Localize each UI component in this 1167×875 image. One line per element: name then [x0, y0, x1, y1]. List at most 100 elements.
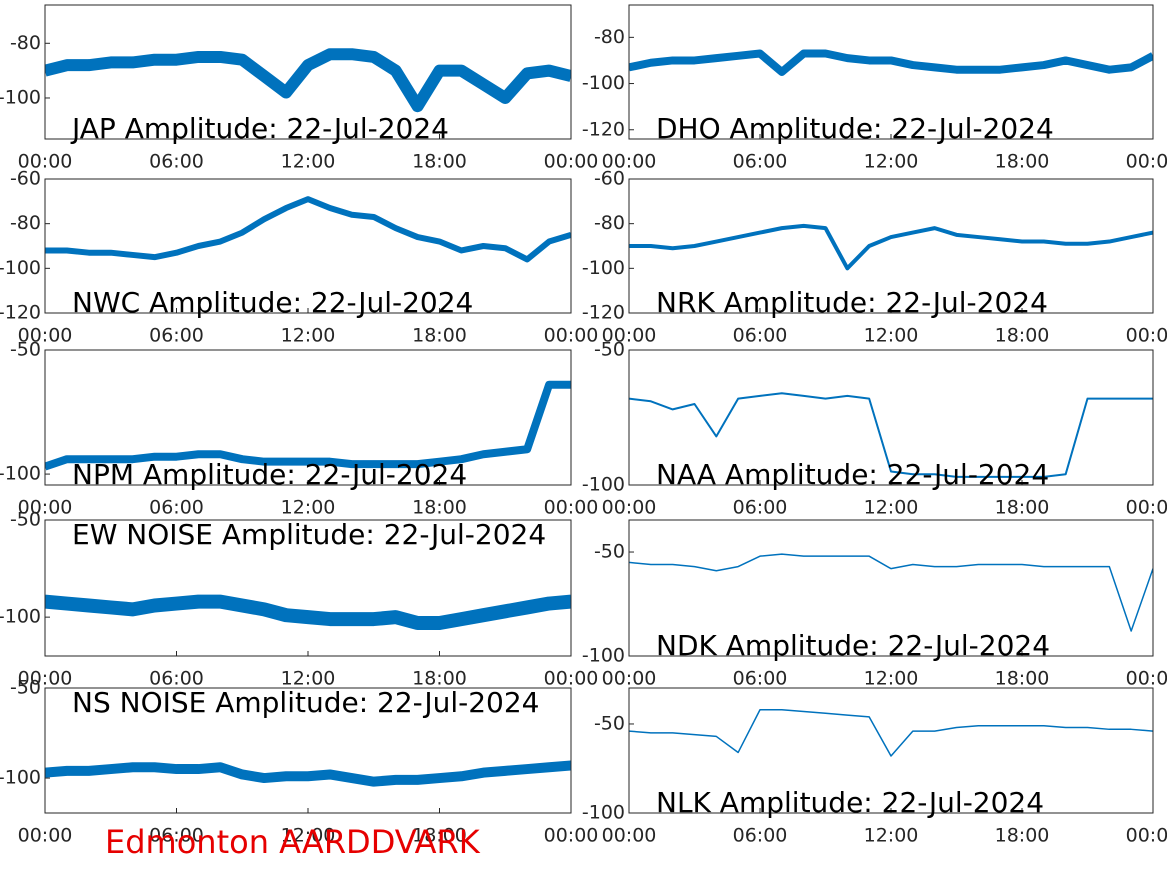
- axes-box: [628, 178, 1154, 314]
- y-tick-label: -80: [10, 32, 41, 54]
- subplot: -50 -100 00:00 06:00 12:00 18:00 00:00 NPM Ampl…: [0, 339, 598, 519]
- y-tick-label: -100: [582, 645, 625, 667]
- axes-box: [44, 519, 572, 657]
- signal-line: [45, 760, 571, 787]
- x-tick-label: 06:00: [149, 825, 204, 847]
- x-tick-label: 00:00: [602, 825, 657, 847]
- x-tick-label: 00:00: [544, 325, 599, 347]
- y-tick-label: -100: [0, 86, 41, 108]
- chart-title: DHO Amplitude: 22-Jul-2024: [656, 112, 1054, 145]
- x-tick-label: 00:00: [602, 497, 657, 519]
- axes-box: [628, 687, 1154, 814]
- x-tick-label: 06:00: [733, 497, 788, 519]
- subplot: -50 -100 00:00 06:00 12:00 18:00 00:00 NS NOISE…: [0, 677, 598, 847]
- subplot: -80 -100 -120 00:00 06:00 12:00 18:00 00:00 DHO …: [582, 4, 1167, 173]
- x-tick-label: 00:00: [1126, 151, 1167, 173]
- y-tick-label: -100: [0, 606, 41, 628]
- x-tick-label: 00:00: [18, 825, 73, 847]
- y-tick-label: -120: [0, 302, 41, 324]
- y-tick-label: -50: [10, 509, 41, 531]
- x-tick-label: 12:00: [281, 151, 336, 173]
- y-tick-label: -60: [594, 168, 625, 190]
- subplot: -80 -100 00:00 06:00 12:00 18:00 00:00 JAP Ampl…: [0, 4, 598, 173]
- chart-title: NRK Amplitude: 22-Jul-2024: [656, 286, 1048, 319]
- signal-line: [45, 48, 571, 113]
- x-tick-label: 00:00: [1126, 668, 1167, 690]
- y-tick-label: -50: [10, 677, 41, 699]
- x-tick-label: 00:00: [18, 151, 73, 173]
- x-tick-label: 06:00: [733, 825, 788, 847]
- x-tick-label: 00:00: [18, 668, 73, 690]
- x-tick-label: 06:00: [733, 151, 788, 173]
- plot-area: [629, 688, 1153, 813]
- y-tick-label: -100: [582, 802, 625, 824]
- plot-area: [45, 520, 571, 656]
- x-tick-label: 18:00: [995, 497, 1050, 519]
- x-tick-label: 18:00: [412, 668, 467, 690]
- axes-box: [628, 349, 1154, 486]
- axes-box: [44, 4, 572, 140]
- x-tick-label: 00:00: [1126, 825, 1167, 847]
- plot-area: [629, 5, 1153, 139]
- chart-title: NDK Amplitude: 22-Jul-2024: [656, 629, 1050, 662]
- y-tick-label: -100: [0, 767, 41, 789]
- x-tick-label: 12:00: [281, 497, 336, 519]
- plot-area: [629, 520, 1153, 656]
- chart-title: NLK Amplitude: 22-Jul-2024: [656, 786, 1044, 819]
- y-tick-label: -60: [10, 168, 41, 190]
- subplot: -60-80-100-12000:0006:0012:0018:0000:00N…: [582, 168, 1167, 347]
- x-tick-label: 06:00: [733, 325, 788, 347]
- y-tick-label: -50: [594, 339, 625, 361]
- y-tick-label: -50: [594, 712, 625, 734]
- chart-title: EW NOISE Amplitude: 22-Jul-2024: [72, 518, 546, 551]
- y-tick-label: -100: [0, 257, 41, 279]
- signal-line: [629, 223, 1153, 271]
- axes-box: [628, 519, 1154, 657]
- y-tick-label: -120: [582, 302, 625, 324]
- signal-line: [629, 392, 1153, 478]
- x-tick-label: 18:00: [412, 497, 467, 519]
- axes-box: [44, 349, 572, 486]
- x-tick-label: 06:00: [149, 325, 204, 347]
- chart-title: NPM Amplitude: 22-Jul-2024: [72, 458, 467, 491]
- x-tick-label: 18:00: [412, 825, 467, 847]
- axes-box: [628, 4, 1154, 140]
- x-tick-label: 06:00: [149, 668, 204, 690]
- signal-line: [45, 380, 571, 471]
- x-tick-label: 06:00: [149, 151, 204, 173]
- x-tick-label: 12:00: [864, 497, 919, 519]
- x-tick-label: 18:00: [995, 825, 1050, 847]
- x-tick-label: 00:00: [544, 825, 599, 847]
- y-tick-label: -100: [0, 463, 41, 485]
- footer: Edmonton AARDDVARK: [105, 823, 481, 861]
- x-tick-label: 00:00: [18, 497, 73, 519]
- y-tick-label: -50: [594, 541, 625, 563]
- subplot: -50 -100 00:00 06:00 12:00 18:00 00:00 EW NOISE…: [0, 509, 598, 690]
- x-tick-label: 12:00: [281, 325, 336, 347]
- x-tick-label: 00:00: [544, 497, 599, 519]
- signal-line: [629, 553, 1153, 632]
- x-tick-label: 00:00: [18, 325, 73, 347]
- x-tick-label: 12:00: [864, 325, 919, 347]
- x-tick-label: 12:00: [281, 825, 336, 847]
- chart-title: NWC Amplitude: 22-Jul-2024: [72, 286, 473, 319]
- x-tick-label: 12:00: [864, 825, 919, 847]
- plot-area: [45, 688, 571, 813]
- x-tick-label: 06:00: [733, 668, 788, 690]
- y-tick-label: -80: [594, 26, 625, 48]
- x-tick-label: 18:00: [995, 668, 1050, 690]
- y-tick-label: -80: [10, 212, 41, 234]
- x-tick-label: 12:00: [281, 668, 336, 690]
- y-tick-label: -100: [582, 72, 625, 94]
- axes-box: [44, 687, 572, 814]
- chart-title: NS NOISE Amplitude: 22-Jul-2024: [72, 686, 539, 719]
- x-tick-label: 00:00: [1126, 325, 1167, 347]
- x-tick-label: 00:00: [1126, 497, 1167, 519]
- y-tick-label: -80: [594, 212, 625, 234]
- plot-area: [629, 179, 1153, 313]
